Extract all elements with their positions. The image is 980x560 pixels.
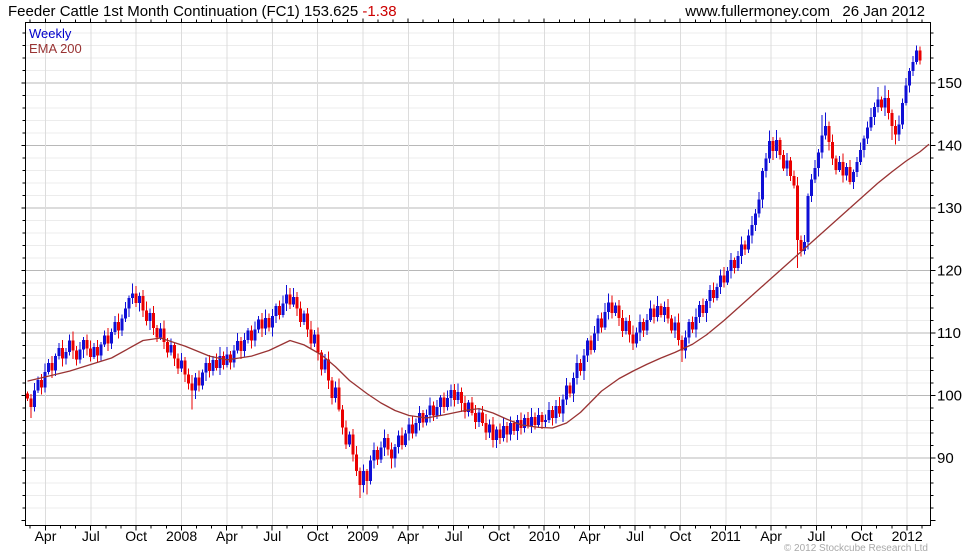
grid-layer bbox=[25, 22, 931, 526]
legend-ema-200: EMA 200 bbox=[29, 41, 82, 56]
ema-line bbox=[27, 143, 930, 429]
x-axis-label: Oct bbox=[851, 528, 873, 544]
instrument-name: Feeder Cattle 1st Month Continuation (FC… bbox=[8, 3, 300, 20]
x-axis-label: Jul bbox=[445, 528, 463, 544]
legend-interval-weekly: Weekly bbox=[29, 26, 72, 41]
axis-labels-layer: 90 100 110 120 130 140 150 Apr Jul Oct 2008 Apr Jul O… bbox=[35, 75, 962, 544]
y-axis-label: 150 bbox=[937, 75, 962, 92]
axis-layer bbox=[21, 18, 936, 531]
x-axis-label: Apr bbox=[397, 528, 419, 544]
copyright-notice: © 2012 Stockcube Research Ltd bbox=[783, 543, 928, 554]
x-axis-label: Jul bbox=[626, 528, 644, 544]
x-axis-label: 2011 bbox=[711, 528, 741, 544]
y-axis-label: 140 bbox=[937, 138, 962, 155]
y-axis-label: 90 bbox=[937, 450, 954, 467]
chart-date: 26 Jan 2012 bbox=[842, 3, 925, 20]
x-axis-label: Oct bbox=[488, 528, 510, 544]
y-axis-label: 120 bbox=[937, 263, 962, 280]
candlestick-layer bbox=[26, 45, 922, 498]
y-axis-label: 110 bbox=[937, 325, 961, 342]
y-axis-label: 100 bbox=[937, 388, 962, 405]
chart-title: Feeder Cattle 1st Month Continuation (FC… bbox=[8, 3, 397, 20]
x-axis-label: Apr bbox=[579, 528, 601, 544]
x-axis-label: Oct bbox=[125, 528, 147, 544]
x-axis-label: Jul bbox=[263, 528, 281, 544]
x-axis-label: 2008 bbox=[166, 528, 197, 544]
ema-200-line bbox=[27, 143, 930, 429]
site-link[interactable]: www.fullermoney.com bbox=[685, 3, 830, 20]
x-axis-label: Oct bbox=[307, 528, 329, 544]
x-axis-label: Apr bbox=[760, 528, 782, 544]
x-axis-label: 2012 bbox=[892, 528, 923, 544]
x-axis-label: Jul bbox=[807, 528, 825, 544]
x-axis-label: Oct bbox=[670, 528, 692, 544]
x-axis-label: 2009 bbox=[347, 528, 378, 544]
x-axis-label: 2010 bbox=[529, 528, 560, 544]
price-change: -1.38 bbox=[362, 3, 397, 20]
last-price: 153.625 bbox=[303, 3, 359, 20]
x-axis-label: Jul bbox=[82, 528, 100, 544]
y-axis-label: 130 bbox=[937, 200, 962, 217]
x-axis-label: Apr bbox=[35, 528, 57, 544]
x-axis-label: Apr bbox=[216, 528, 238, 544]
